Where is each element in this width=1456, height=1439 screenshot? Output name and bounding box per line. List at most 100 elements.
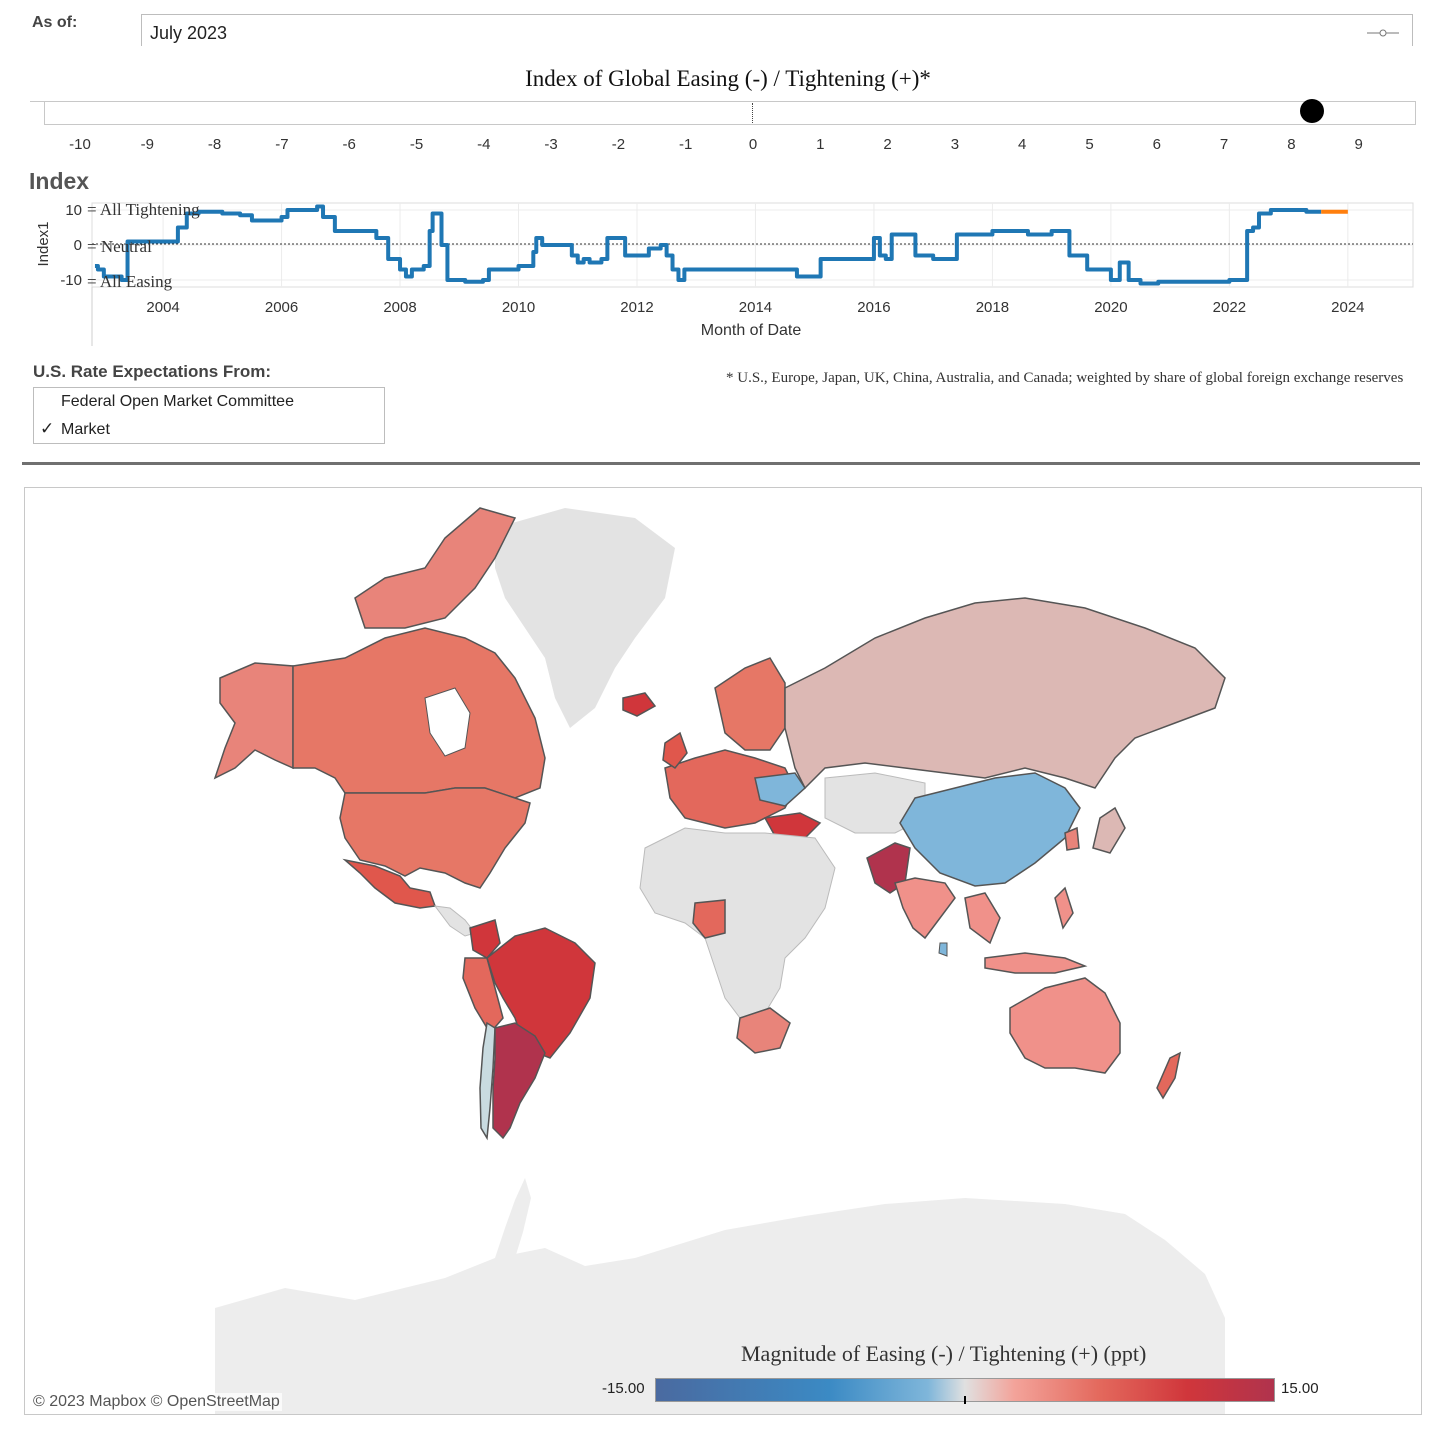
x-tick-label: 2012: [620, 299, 653, 316]
south-korea: [1064, 826, 1080, 851]
united-states: [339, 787, 531, 889]
scandinavia: [714, 657, 786, 751]
slider-icon[interactable]: [1366, 25, 1400, 41]
rate-expectations-title: U.S. Rate Expectations From:: [33, 362, 272, 381]
ref-label-all-tightening: = All Tightening: [87, 200, 200, 219]
legend-title: Magnitude of Easing (-) / Tightening (+)…: [741, 1341, 1147, 1366]
checkmark-icon: ✓: [40, 419, 55, 438]
indonesia: [984, 952, 1088, 974]
gauge-current-marker[interactable]: [1299, 99, 1324, 123]
legend-min-label: -15.00: [602, 1380, 645, 1397]
gauge-tick-label: 4: [1018, 136, 1027, 153]
gauge-tick-label: -7: [275, 136, 289, 153]
china: [899, 772, 1081, 887]
x-tick-label: 2006: [265, 299, 298, 316]
y-axis-title: Index1: [35, 221, 52, 266]
gauge-tick-label: 8: [1287, 136, 1296, 153]
gauge-tick-label: 0: [748, 136, 758, 153]
south-africa: [736, 1007, 791, 1054]
new-zealand: [1156, 1051, 1182, 1100]
y-tick-label: 10: [65, 202, 82, 219]
southeast-asia: [964, 892, 1001, 945]
ukraine: [754, 772, 806, 807]
australia: [1009, 977, 1121, 1074]
rate-expectations-list: Federal Open Market Committee ✓ Market: [33, 387, 385, 444]
brazil: [486, 927, 596, 1059]
gauge-tick-label: -5: [409, 136, 424, 153]
gauge-tick-label: -1: [679, 136, 693, 153]
gauge-tick-label: -6: [342, 136, 356, 153]
map-canvas: [213, 507, 1226, 1414]
as-of-label: As of:: [32, 14, 78, 31]
option-market[interactable]: Market: [61, 421, 110, 438]
y-tick-label: 0: [74, 237, 82, 254]
argentina: [492, 1022, 546, 1140]
gauge-tick-label: 3: [950, 136, 960, 153]
gauge-track: [44, 101, 1416, 125]
canada: [292, 627, 546, 799]
index-series: [94, 204, 1348, 286]
nigeria: [692, 899, 726, 939]
japan: [1092, 806, 1126, 854]
x-tick-label: 2014: [739, 299, 772, 316]
europe-west: [664, 749, 796, 829]
gauge-divider: [30, 101, 44, 102]
iceland: [622, 692, 657, 717]
colombia: [469, 919, 501, 959]
antarctica: [215, 1198, 1225, 1414]
gauge-tick-label: -9: [140, 136, 154, 153]
philippines: [1054, 886, 1074, 930]
index-line-actual: [94, 204, 1322, 286]
gauge-tick-label: -4: [477, 136, 491, 153]
x-tick-label: 2020: [1094, 299, 1127, 316]
gauge-tick-label: 6: [1152, 136, 1161, 153]
map-attribution[interactable]: © 2023 Mapbox © OpenStreetMap: [31, 1393, 282, 1411]
greenland: [495, 508, 675, 728]
gauge-tick-label: 5: [1085, 136, 1094, 153]
gauge-tick-label: 2: [883, 136, 892, 153]
alaska: [213, 662, 294, 780]
y-tick-label: -10: [60, 272, 82, 289]
x-tick-label: 2016: [857, 299, 890, 316]
index-line-chart: 100-10 2004 2006 2008 2010 2012 2014 2016 2018 2…: [35, 200, 1414, 346]
turkey: [763, 812, 822, 839]
canada-arctic-islands: [354, 507, 517, 629]
gauge-tick-label: -3: [544, 136, 558, 153]
sri-lanka: [938, 942, 948, 957]
russia: [784, 597, 1226, 790]
footnote: * U.S., Europe, Japan, UK, China, Austra…: [726, 370, 1404, 386]
central-america: [433, 905, 476, 937]
as-of-date-slider-filter[interactable]: July 2023: [141, 14, 1413, 46]
hudson-bay: [424, 687, 471, 757]
as-of-date-value: July 2023: [150, 23, 228, 43]
gauge-tick-label: -10: [69, 136, 91, 153]
gauge-tick-label: 1: [816, 136, 825, 153]
gauge-tick-label: 7: [1219, 136, 1229, 153]
x-tick-label: 2004: [146, 299, 179, 316]
x-tick-label: 2022: [1213, 299, 1246, 316]
option-fomc[interactable]: Federal Open Market Committee: [61, 393, 294, 410]
legend-max-label: 15.00: [1281, 1380, 1319, 1397]
antarctic-peninsula: [495, 1178, 531, 1258]
india: [894, 877, 956, 940]
world-map[interactable]: © 2023 Mapbox © OpenStreetMap: [24, 487, 1422, 1415]
x-tick-label: 2018: [976, 299, 1009, 316]
gauge-tick-label: -2: [611, 136, 626, 153]
africa: [639, 827, 836, 1019]
section-divider: [22, 462, 1420, 465]
legend-zero-marker: [964, 1396, 966, 1404]
gauge-title: Index of Global Easing (-) / Tightening …: [525, 66, 931, 91]
index-heading: Index: [29, 168, 90, 194]
y-axis: 10 0 -10: [60, 202, 82, 289]
x-tick-label: 2008: [383, 299, 416, 316]
x-axis: 2004 2006 2008 2010 2012 2014 2016 2018 2020 2022…: [146, 299, 1364, 316]
gauge-tick-label: -8: [207, 136, 222, 153]
gauge-tick-label: 9: [1354, 136, 1363, 153]
uk: [662, 731, 688, 770]
x-tick-label: 2024: [1331, 299, 1364, 316]
x-tick-label: 2010: [502, 299, 535, 316]
ref-label-neutral: = Neutral: [87, 237, 152, 256]
x-axis-title: Month of Date: [701, 322, 802, 339]
gauge-zero-line: [752, 103, 753, 123]
ref-label-all-easing: = All Easing: [87, 272, 173, 291]
